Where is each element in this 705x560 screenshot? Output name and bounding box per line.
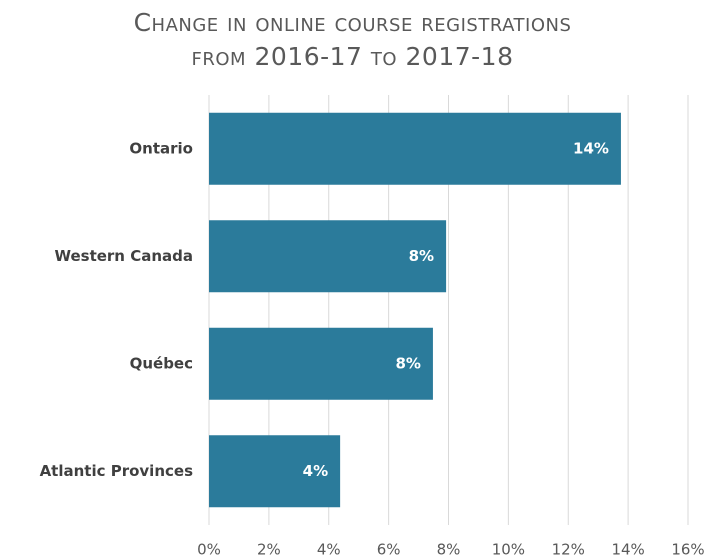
x-tick-label: 14% xyxy=(611,541,644,559)
x-tick-label: 12% xyxy=(552,541,585,559)
data-label: 14% xyxy=(573,139,609,157)
x-tick-label: 10% xyxy=(492,541,525,559)
bar xyxy=(209,112,621,185)
x-tick-label: 4% xyxy=(317,541,341,559)
y-tick-label: Québec xyxy=(130,354,193,372)
y-tick-label: Western Canada xyxy=(54,247,193,265)
chart-title: Change in online course registrations fr… xyxy=(133,8,572,71)
y-tick-label: Atlantic Provinces xyxy=(40,462,194,480)
x-tick-label: 2% xyxy=(257,541,281,559)
x-tick-label: 6% xyxy=(377,541,401,559)
data-label: 8% xyxy=(409,247,434,265)
bar xyxy=(209,220,447,293)
bar xyxy=(209,435,341,508)
bar xyxy=(209,327,433,400)
x-tick-label: 0% xyxy=(197,541,221,559)
data-label: 8% xyxy=(395,354,420,372)
x-tick-label: 16% xyxy=(671,541,704,559)
data-label: 4% xyxy=(303,462,328,480)
x-tick-label: 8% xyxy=(437,541,461,559)
y-tick-label: Ontario xyxy=(129,139,193,157)
